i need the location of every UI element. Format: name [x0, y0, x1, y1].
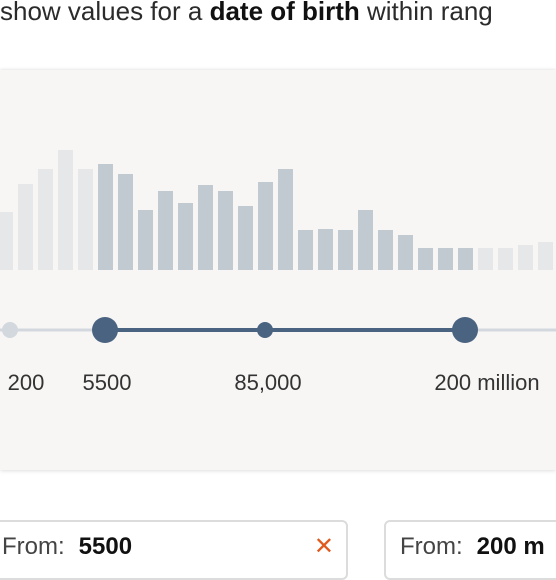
- histogram-bar: [518, 245, 533, 270]
- to-field[interactable]: From: 200 m: [384, 520, 556, 580]
- histogram-bar: [398, 235, 413, 270]
- histogram-bar: [198, 185, 213, 270]
- close-icon[interactable]: ✕: [313, 533, 334, 560]
- histogram-chart: [0, 150, 556, 343]
- instruction-prefix: show values for a: [0, 0, 210, 26]
- histogram-bar: [218, 191, 233, 270]
- histogram-bar: [238, 206, 253, 270]
- slider-handle-to[interactable]: [452, 317, 478, 343]
- histogram-bar: [298, 230, 313, 270]
- instruction-text: show values for a date of birth within r…: [0, 0, 493, 29]
- instruction-suffix: within rang: [359, 0, 493, 26]
- histogram-bar: [458, 248, 473, 270]
- histogram-bar: [358, 210, 373, 270]
- histogram-bar: [78, 169, 93, 270]
- histogram-bar: [538, 242, 553, 270]
- range-filter-panel: 200 5500 85,000 200 million: [0, 70, 556, 470]
- histogram-bar: [98, 164, 113, 270]
- histogram-bar: [338, 230, 353, 270]
- slider-tick-dot: [2, 322, 18, 338]
- tick-label-85000: 85,000: [234, 370, 302, 395]
- field-name: date of birth: [209, 0, 360, 26]
- histogram-bar: [38, 169, 53, 270]
- histogram-bar: [0, 212, 13, 270]
- histogram-bar: [498, 248, 513, 270]
- slider-track: [0, 317, 556, 343]
- histogram-bar: [18, 184, 33, 270]
- tick-label-200-million: 200 million: [434, 370, 540, 395]
- from-field[interactable]: From: 5500 ✕: [0, 520, 348, 580]
- histogram-bar: [378, 230, 393, 270]
- histogram-bars: [0, 150, 553, 270]
- histogram-bar: [258, 182, 273, 270]
- tick-label-5500: 5500: [82, 370, 132, 395]
- histogram-bar: [58, 150, 73, 270]
- tick-label-200: 200: [7, 370, 45, 395]
- histogram-bar: [118, 174, 133, 270]
- histogram-bar: [278, 169, 293, 270]
- slider-tick-dot: [257, 322, 273, 338]
- histogram-bar: [478, 248, 493, 270]
- histogram-bar: [158, 191, 173, 270]
- histogram-bar: [178, 203, 193, 270]
- histogram-bar: [138, 210, 153, 270]
- histogram-bar: [318, 229, 333, 270]
- histogram-bar: [438, 248, 453, 270]
- slider-handle-from[interactable]: [92, 317, 118, 343]
- histogram-bar: [418, 248, 433, 270]
